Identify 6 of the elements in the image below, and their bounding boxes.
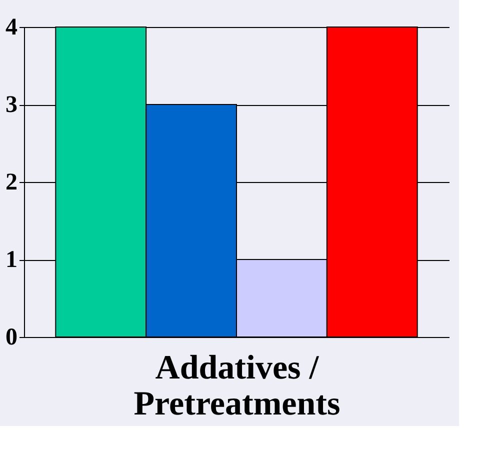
y-tick-label: 1 (6, 247, 18, 273)
y-tick-label: 2 (6, 170, 18, 196)
x-axis-title: Addatives / Pretreatments (134, 350, 340, 422)
y-tick-label: 4 (6, 14, 18, 40)
y-tick-label: 3 (6, 92, 18, 118)
y-tick-label: 0 (6, 324, 18, 350)
